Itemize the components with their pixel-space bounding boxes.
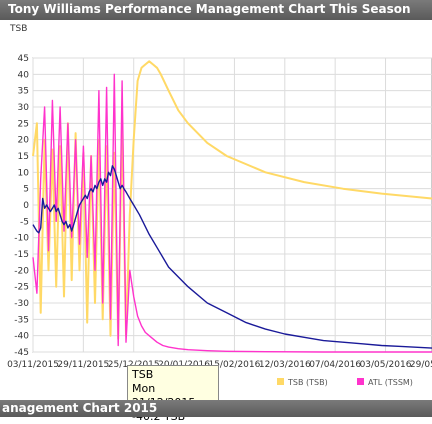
legend-label: ATL (TSSM) [368, 378, 413, 387]
legend-swatch [357, 378, 364, 385]
y-tick-label: 20 [18, 136, 30, 146]
x-tick-label: 03/11/2015 [7, 360, 59, 370]
y-tick-label: 35 [18, 87, 29, 97]
y-tick-label: 30 [18, 103, 30, 113]
y-tick-label: 15 [18, 152, 29, 162]
y-tick-label: -40 [14, 332, 29, 342]
series-line-atl [32, 73, 432, 353]
chart-title: Tony Williams Performance Management Cha… [8, 2, 411, 16]
y-tick-label: 5 [23, 185, 29, 195]
y-tick-label: -5 [20, 217, 29, 227]
x-tick-label: 07/04/2016 [309, 360, 361, 370]
x-tick-label: 12/03/2016 [259, 360, 311, 370]
pmc-chart: 45 40 35 30 25 20 15 10 5 0 -5 -10 -15 -20 -25 -30 -35 -4… [7, 24, 432, 387]
footer-bar: anagement Chart 2015 [0, 400, 432, 417]
y-tick-label: 10 [18, 168, 30, 178]
chart-title-bar: Tony Williams Performance Management Cha… [0, 0, 432, 20]
x-tick-label: 29/11/2015 [57, 360, 109, 370]
y-tick-label: -25 [14, 283, 29, 293]
legend-swatch [277, 378, 284, 385]
series-line-blue [32, 165, 432, 349]
footer-title: anagement Chart 2015 [2, 401, 158, 415]
y-axis-label: TSB [9, 24, 27, 34]
y-tick-label: -10 [14, 234, 29, 244]
tooltip-series: TSB [132, 368, 154, 381]
y-tick-label: -35 [14, 315, 29, 325]
x-tick-label: 29/05/2016 [410, 360, 432, 370]
y-tick-label: 40 [18, 70, 30, 80]
x-tick-label: 15/02/2016 [208, 360, 260, 370]
y-tick-label: 0 [23, 201, 29, 211]
y-tick-label: -45 [14, 348, 29, 358]
y-tick-label: 25 [18, 119, 29, 129]
legend-label: TSB (TSB) [287, 378, 328, 387]
y-tick-label: -30 [14, 299, 29, 309]
x-tick-label: 03/05/2016 [360, 360, 412, 370]
y-tick-label: -20 [14, 266, 29, 276]
y-tick-label: 45 [18, 54, 29, 64]
y-tick-label: -15 [14, 250, 29, 260]
